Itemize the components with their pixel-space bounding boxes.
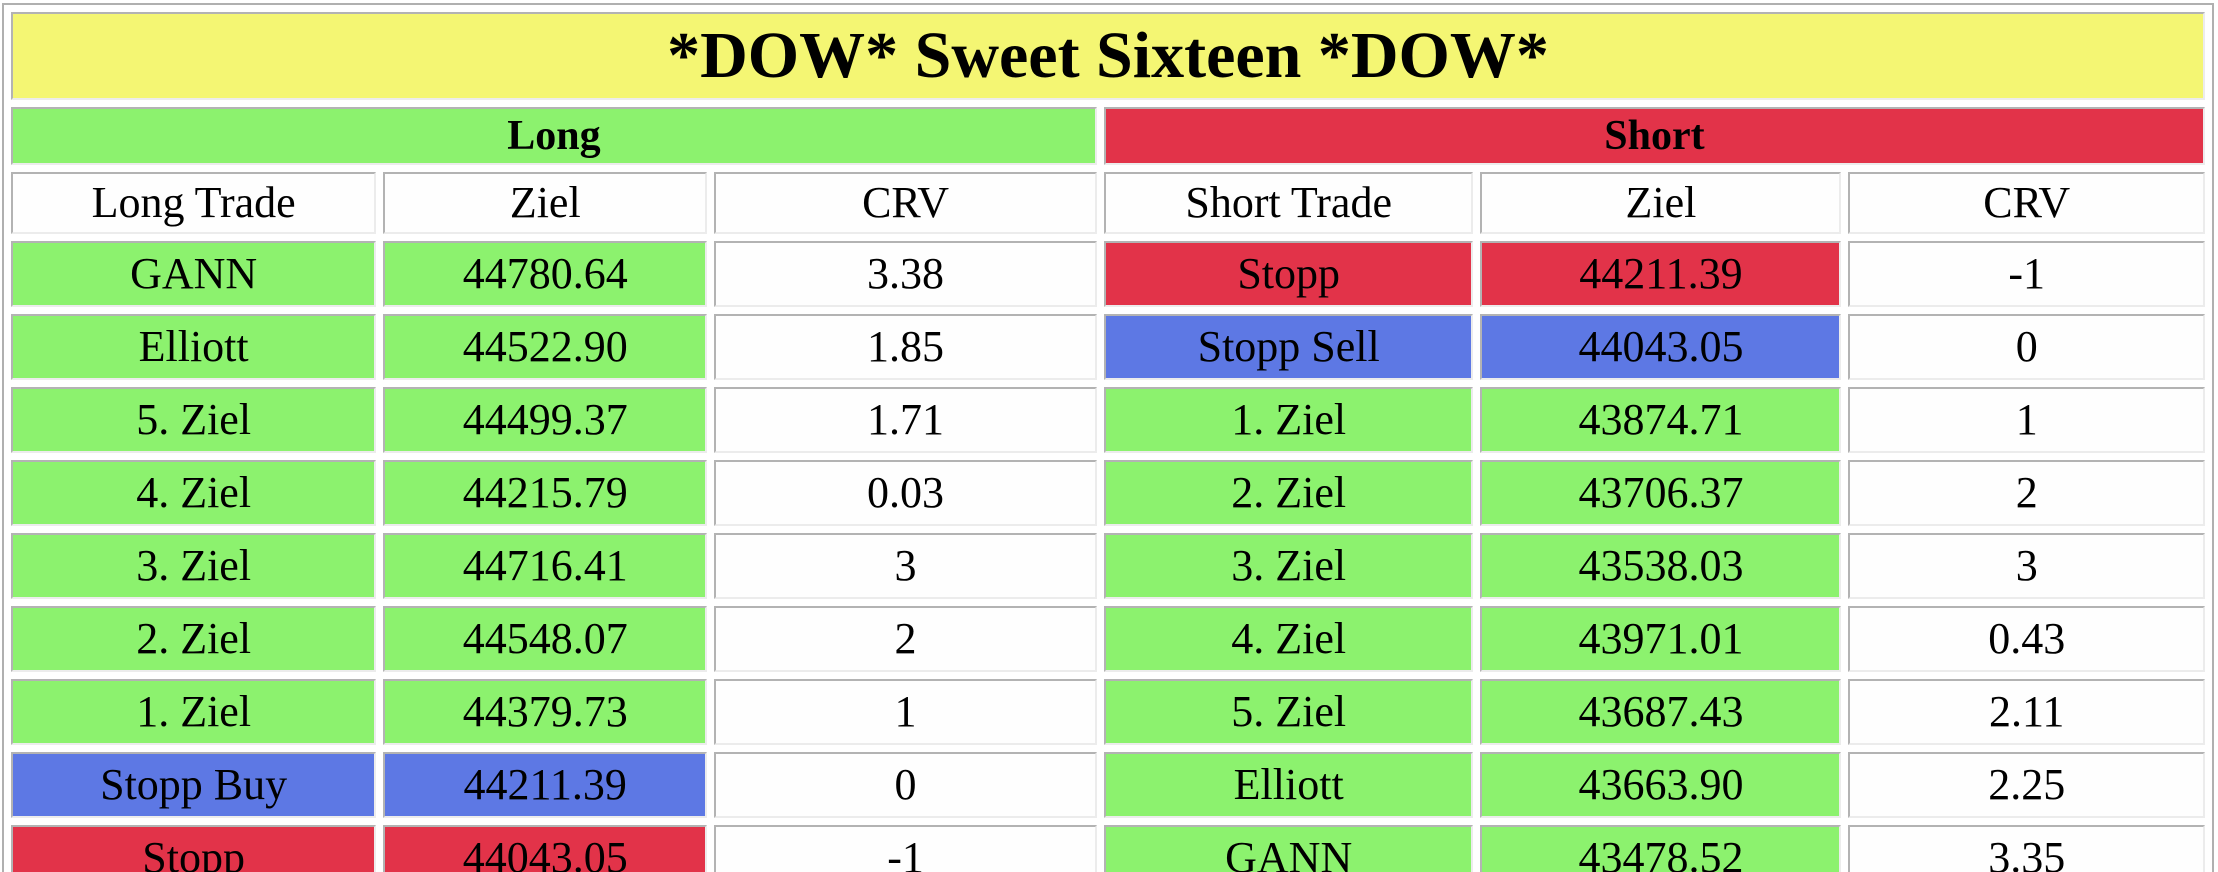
sweet-sixteen-table: *DOW* Sweet Sixteen *DOW* Long Short Lon… — [2, 3, 2214, 872]
long-ziel-cell: 44215.79 — [383, 460, 708, 526]
page-title: *DOW* Sweet Sixteen *DOW* — [11, 12, 2205, 100]
long-trade-cell: 5. Ziel — [11, 387, 377, 453]
long-crv-cell: 3.38 — [714, 241, 1097, 307]
short-ziel-cell: 44211.39 — [1480, 241, 1842, 307]
short-ziel-cell: 43687.43 — [1480, 679, 1842, 745]
long-ziel-cell: 44211.39 — [383, 752, 708, 818]
long-trade-cell: 1. Ziel — [11, 679, 377, 745]
short-ziel-cell: 43971.01 — [1480, 606, 1842, 672]
column-header-short-ziel: Ziel — [1480, 172, 1842, 234]
long-crv-cell: -1 — [714, 825, 1097, 872]
short-ziel-cell: 43663.90 — [1480, 752, 1842, 818]
short-crv-cell: 3 — [1848, 533, 2205, 599]
section-header-short: Short — [1103, 107, 2205, 165]
long-crv-cell: 2 — [714, 606, 1097, 672]
long-trade-cell: 3. Ziel — [11, 533, 377, 599]
table-row: Stopp Buy 44211.39 0 Elliott 43663.90 2.… — [11, 752, 2205, 818]
table-row: Elliott 44522.90 1.85 Stopp Sell 44043.0… — [11, 314, 2205, 380]
long-ziel-cell: 44780.64 — [383, 241, 708, 307]
short-trade-cell: 2. Ziel — [1103, 460, 1474, 526]
long-trade-cell: Elliott — [11, 314, 377, 380]
long-ziel-cell: 44499.37 — [383, 387, 708, 453]
long-crv-cell: 1.85 — [714, 314, 1097, 380]
long-ziel-cell: 44548.07 — [383, 606, 708, 672]
short-crv-cell: -1 — [1848, 241, 2205, 307]
long-trade-cell: 4. Ziel — [11, 460, 377, 526]
long-trade-cell: 2. Ziel — [11, 606, 377, 672]
short-trade-cell: GANN — [1103, 825, 1474, 872]
short-crv-cell: 2.25 — [1848, 752, 2205, 818]
short-ziel-cell: 43874.71 — [1480, 387, 1842, 453]
long-ziel-cell: 44043.05 — [383, 825, 708, 872]
short-trade-cell: 1. Ziel — [1103, 387, 1474, 453]
short-trade-cell: 3. Ziel — [1103, 533, 1474, 599]
short-crv-cell: 2 — [1848, 460, 2205, 526]
short-trade-cell: 4. Ziel — [1103, 606, 1474, 672]
column-header-long-trade: Long Trade — [11, 172, 377, 234]
short-ziel-cell: 43478.52 — [1480, 825, 1842, 872]
long-trade-cell: GANN — [11, 241, 377, 307]
short-crv-cell: 0.43 — [1848, 606, 2205, 672]
long-crv-cell: 1.71 — [714, 387, 1097, 453]
long-trade-cell: Stopp Buy — [11, 752, 377, 818]
table-row: 2. Ziel 44548.07 2 4. Ziel 43971.01 0.43 — [11, 606, 2205, 672]
short-ziel-cell: 43706.37 — [1480, 460, 1842, 526]
short-ziel-cell: 44043.05 — [1480, 314, 1842, 380]
short-trade-cell: 5. Ziel — [1103, 679, 1474, 745]
column-header-short-trade: Short Trade — [1103, 172, 1474, 234]
title-row: *DOW* Sweet Sixteen *DOW* — [11, 12, 2205, 100]
short-crv-cell: 1 — [1848, 387, 2205, 453]
short-crv-cell: 2.11 — [1848, 679, 2205, 745]
column-header-long-crv: CRV — [714, 172, 1097, 234]
table-row: Stopp 44043.05 -1 GANN 43478.52 3.35 — [11, 825, 2205, 872]
table-row: 5. Ziel 44499.37 1.71 1. Ziel 43874.71 1 — [11, 387, 2205, 453]
column-header-row: Long Trade Ziel CRV Short Trade Ziel CRV — [11, 172, 2205, 234]
short-trade-cell: Stopp Sell — [1103, 314, 1474, 380]
long-ziel-cell: 44716.41 — [383, 533, 708, 599]
section-header-long: Long — [11, 107, 1097, 165]
table-row: 1. Ziel 44379.73 1 5. Ziel 43687.43 2.11 — [11, 679, 2205, 745]
long-crv-cell: 1 — [714, 679, 1097, 745]
table-row: 3. Ziel 44716.41 3 3. Ziel 43538.03 3 — [11, 533, 2205, 599]
table-row: 4. Ziel 44215.79 0.03 2. Ziel 43706.37 2 — [11, 460, 2205, 526]
long-trade-cell: Stopp — [11, 825, 377, 872]
long-crv-cell: 3 — [714, 533, 1097, 599]
section-band-row: Long Short — [11, 107, 2205, 165]
long-ziel-cell: 44379.73 — [383, 679, 708, 745]
short-ziel-cell: 43538.03 — [1480, 533, 1842, 599]
long-ziel-cell: 44522.90 — [383, 314, 708, 380]
short-trade-cell: Stopp — [1103, 241, 1474, 307]
long-crv-cell: 0.03 — [714, 460, 1097, 526]
column-header-long-ziel: Ziel — [383, 172, 708, 234]
short-crv-cell: 0 — [1848, 314, 2205, 380]
table-row: GANN 44780.64 3.38 Stopp 44211.39 -1 — [11, 241, 2205, 307]
long-crv-cell: 0 — [714, 752, 1097, 818]
column-header-short-crv: CRV — [1848, 172, 2205, 234]
short-trade-cell: Elliott — [1103, 752, 1474, 818]
short-crv-cell: 3.35 — [1848, 825, 2205, 872]
